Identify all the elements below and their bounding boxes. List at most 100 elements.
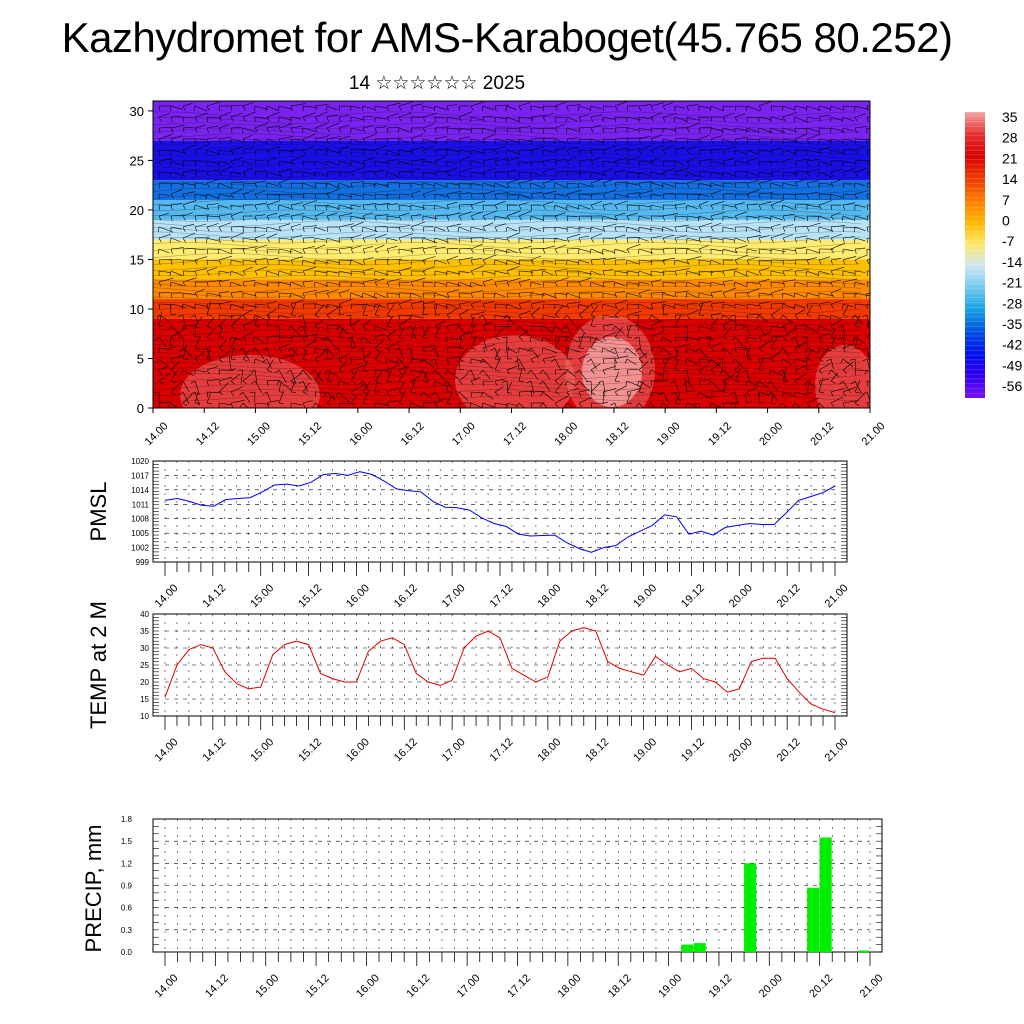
wind-barb-feather xyxy=(480,391,484,397)
wind-barb xyxy=(518,310,531,316)
wind-barb xyxy=(494,378,506,382)
wind-barb xyxy=(350,394,358,404)
wind-barb xyxy=(662,336,672,343)
wind-barb-feather xyxy=(242,325,247,331)
wind-barb xyxy=(794,365,808,371)
wind-barb-feather xyxy=(542,215,545,221)
wind-barb-feather xyxy=(336,325,340,331)
wind-barb-feather xyxy=(242,270,246,276)
wind-barb-feather xyxy=(782,281,786,287)
wind-barb xyxy=(602,116,615,120)
wind-barb-feather xyxy=(506,171,510,177)
wind-barb-feather xyxy=(385,149,388,155)
wind-barb xyxy=(206,101,221,107)
wind-barb xyxy=(482,314,488,325)
x-tick-label: 16.12 xyxy=(404,972,432,1000)
wind-barb-feather xyxy=(854,369,856,376)
wind-barb-feather xyxy=(826,358,832,362)
wind-barb-feather xyxy=(550,358,556,363)
wind-barb-feather xyxy=(506,237,510,243)
wind-barb-feather xyxy=(302,281,305,287)
wind-barb xyxy=(206,378,220,382)
wind-barb-feather xyxy=(542,193,546,199)
wind-barb xyxy=(614,402,617,408)
wind-barb-feather xyxy=(170,391,176,396)
wind-barb-feather xyxy=(518,127,521,133)
wind-barb xyxy=(626,156,641,162)
wind-barb-feather xyxy=(350,171,354,177)
wind-barb xyxy=(638,352,648,360)
wind-barb xyxy=(386,159,398,162)
wind-barb xyxy=(266,226,280,231)
wind-barb-feather xyxy=(410,391,416,394)
wind-barb xyxy=(482,222,494,228)
wind-barb xyxy=(314,123,328,129)
wind-barb-feather xyxy=(734,259,738,265)
wind-barb xyxy=(566,347,581,353)
wind-barb-feather xyxy=(602,358,605,364)
wind-barb-feather xyxy=(682,369,688,372)
wind-barb xyxy=(722,226,734,230)
wind-barb xyxy=(362,279,378,283)
wind-barb xyxy=(374,303,387,309)
wind-barb-feather xyxy=(662,248,665,254)
wind-barb xyxy=(554,226,568,230)
wind-barb-feather xyxy=(362,391,368,395)
wind-barb xyxy=(830,149,844,154)
wind-barb xyxy=(734,362,743,371)
wind-barb-feather xyxy=(433,292,436,298)
wind-barb xyxy=(854,138,869,141)
wind-barb-feather xyxy=(254,193,258,199)
wind-barb-feather xyxy=(686,127,690,133)
wind-barb xyxy=(566,292,581,299)
wind-barb-feather xyxy=(314,116,318,122)
wind-barb-feather xyxy=(469,402,472,408)
wind-barb-feather xyxy=(734,347,737,353)
wind-barb xyxy=(446,190,462,195)
wind-barb-feather xyxy=(734,193,737,199)
wind-barb xyxy=(782,182,796,187)
wind-barb xyxy=(842,193,855,195)
wind-barb-feather xyxy=(158,204,160,211)
wind-barb xyxy=(662,193,675,195)
wind-barb-feather xyxy=(290,193,292,200)
wind-barb-feather xyxy=(251,380,256,385)
wind-barb-feather xyxy=(563,314,568,319)
wind-barb xyxy=(158,365,169,371)
wind-barb xyxy=(578,182,592,188)
wind-barb-feather xyxy=(446,138,448,145)
wind-barb-feather xyxy=(254,105,256,112)
wind-barb-feather xyxy=(398,237,402,243)
wind-barb-feather xyxy=(866,380,868,387)
wind-barb xyxy=(422,215,438,220)
wind-barb-feather xyxy=(386,105,390,111)
wind-barb xyxy=(290,373,302,382)
wind-barb xyxy=(710,317,719,327)
wind-barb-feather xyxy=(866,105,869,111)
wind-barb xyxy=(554,147,567,151)
wind-barb xyxy=(830,288,842,294)
wind-barb-feather xyxy=(478,336,484,340)
wind-barb-feather xyxy=(362,270,366,276)
wind-barb-feather xyxy=(409,292,412,298)
wind-barb xyxy=(710,160,725,165)
wind-barb xyxy=(302,215,317,221)
wind-barb xyxy=(746,203,758,206)
wind-barb-feather xyxy=(673,116,676,122)
wind-barb xyxy=(830,193,843,198)
colorbar-label: 0 xyxy=(1002,213,1010,229)
wind-barb xyxy=(734,182,747,184)
wind-barb-feather xyxy=(674,281,677,287)
wind-barb-feather xyxy=(734,171,737,177)
wind-barb xyxy=(278,213,290,217)
wind-barb xyxy=(698,300,712,305)
wind-barb-feather xyxy=(602,248,604,255)
wind-barb-feather xyxy=(731,358,736,364)
wind-barb xyxy=(854,303,867,306)
wind-barb xyxy=(854,160,867,162)
wind-barb-feather xyxy=(575,369,580,374)
wind-barb xyxy=(434,126,450,129)
wind-barb-feather xyxy=(758,105,762,111)
wind-barb-feather xyxy=(446,259,450,265)
wind-barb xyxy=(770,160,782,163)
